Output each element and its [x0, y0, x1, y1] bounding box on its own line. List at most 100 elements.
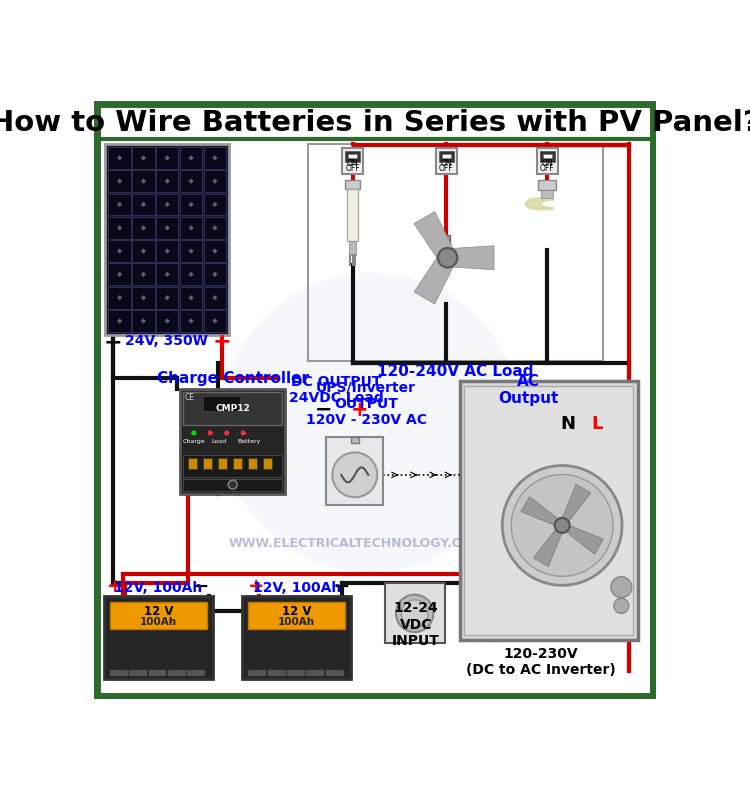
Bar — [180, 170, 203, 192]
Polygon shape — [164, 202, 170, 207]
Bar — [156, 286, 178, 309]
Text: −: − — [314, 400, 332, 420]
Polygon shape — [164, 155, 170, 161]
Polygon shape — [164, 225, 170, 230]
Bar — [156, 170, 178, 192]
Polygon shape — [212, 295, 217, 300]
Bar — [132, 194, 154, 215]
Polygon shape — [164, 272, 170, 277]
Polygon shape — [188, 178, 194, 184]
Polygon shape — [117, 295, 122, 300]
Circle shape — [224, 430, 230, 436]
Polygon shape — [212, 155, 217, 161]
Text: WWW.ELECTRICALTECHNOLOGY.ORG: WWW.ELECTRICALTECHNOLOGY.ORG — [229, 538, 484, 550]
Bar — [109, 194, 130, 215]
Bar — [307, 670, 324, 675]
Bar — [436, 149, 457, 174]
Bar — [180, 194, 203, 215]
Polygon shape — [141, 155, 146, 161]
Bar — [188, 670, 205, 675]
Circle shape — [396, 594, 433, 632]
Bar — [204, 217, 226, 238]
Bar — [232, 458, 242, 469]
Text: 12V, 100Ah: 12V, 100Ah — [253, 581, 341, 595]
Bar — [156, 217, 178, 238]
Polygon shape — [117, 272, 122, 277]
Circle shape — [332, 453, 377, 498]
Bar — [537, 149, 558, 174]
Bar — [446, 235, 450, 258]
Polygon shape — [141, 295, 146, 300]
Text: OFF: OFF — [540, 164, 554, 173]
Bar — [98, 103, 652, 139]
Polygon shape — [141, 225, 146, 230]
Text: How to Wire Batteries in Series with PV Panel?: How to Wire Batteries in Series with PV … — [0, 109, 750, 137]
Circle shape — [221, 273, 521, 572]
Polygon shape — [188, 295, 194, 300]
Bar — [132, 170, 154, 192]
Polygon shape — [164, 318, 170, 323]
Bar — [109, 310, 130, 332]
Bar — [129, 670, 147, 675]
Circle shape — [240, 430, 246, 436]
Bar — [308, 144, 603, 361]
Bar — [439, 151, 454, 162]
Circle shape — [503, 466, 622, 586]
Circle shape — [610, 577, 632, 598]
Circle shape — [401, 600, 428, 627]
Bar — [538, 180, 556, 190]
Polygon shape — [188, 202, 194, 207]
Polygon shape — [117, 155, 122, 161]
Bar — [132, 147, 154, 169]
Polygon shape — [188, 249, 194, 254]
Circle shape — [614, 598, 628, 614]
Bar — [104, 596, 212, 678]
Polygon shape — [448, 246, 494, 270]
Bar — [109, 263, 130, 286]
Polygon shape — [566, 526, 603, 554]
Bar — [460, 382, 638, 639]
Bar — [442, 154, 451, 158]
Text: ON: ON — [346, 159, 358, 168]
Bar — [132, 286, 154, 309]
Circle shape — [512, 474, 613, 576]
Bar — [345, 180, 360, 189]
Bar — [349, 242, 356, 254]
Circle shape — [228, 480, 237, 489]
Text: 12 V: 12 V — [282, 605, 311, 618]
Text: OFF: OFF — [439, 164, 454, 173]
Bar — [348, 154, 357, 158]
Text: OFF: OFF — [345, 164, 360, 173]
Bar — [180, 286, 203, 309]
Bar — [217, 458, 226, 469]
Text: DC OUTPUT
24VDC Load: DC OUTPUT 24VDC Load — [289, 375, 383, 406]
Text: N: N — [560, 415, 575, 433]
Bar — [132, 310, 154, 332]
Bar — [204, 263, 226, 286]
Bar — [540, 151, 555, 162]
Polygon shape — [414, 254, 455, 304]
Bar — [204, 194, 226, 215]
Bar — [204, 310, 226, 332]
Text: 120-240V AC Load: 120-240V AC Load — [377, 364, 534, 379]
Text: AC
Output: AC Output — [498, 374, 559, 406]
Text: 100Ah: 100Ah — [140, 617, 177, 626]
Bar — [106, 144, 229, 335]
Polygon shape — [414, 211, 455, 262]
Circle shape — [190, 430, 196, 436]
Text: 12V, 100Ah: 12V, 100Ah — [114, 581, 202, 595]
Polygon shape — [117, 178, 122, 184]
Polygon shape — [533, 530, 562, 566]
Bar — [542, 190, 554, 198]
Bar — [351, 438, 358, 443]
Text: CMP12: CMP12 — [215, 404, 250, 413]
Polygon shape — [562, 484, 591, 522]
Bar — [168, 670, 186, 675]
Bar — [156, 263, 178, 286]
Bar — [248, 458, 256, 469]
Bar — [202, 396, 240, 411]
Bar — [248, 602, 345, 629]
Bar — [109, 286, 130, 309]
Bar — [148, 670, 166, 675]
Text: 12 V: 12 V — [143, 605, 173, 618]
